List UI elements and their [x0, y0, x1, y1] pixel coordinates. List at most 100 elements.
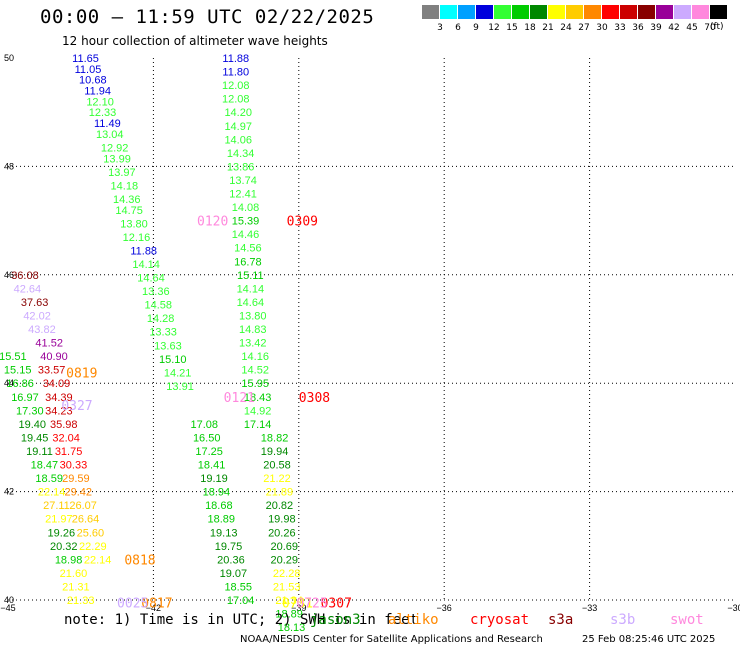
- generated-timestamp: 25 Feb 08:25:46 UTC 2025: [582, 634, 716, 645]
- legend-units: (ft): [710, 22, 724, 32]
- legend-label: 36: [632, 23, 644, 33]
- pass-time-label: 0818: [124, 553, 155, 568]
- legend-label: 45: [686, 23, 698, 33]
- wave-height-label: 13.91: [166, 381, 194, 393]
- wave-height-label: 41.52: [35, 338, 63, 350]
- wave-height-label: 33.57: [38, 365, 66, 377]
- legend-swatch: [584, 5, 601, 19]
- wave-height-label: 11.94: [84, 86, 111, 98]
- wave-height-label: 19.07: [220, 568, 248, 580]
- wave-height-label: 17.30: [16, 405, 44, 417]
- wave-height-label: 13.74: [229, 175, 257, 187]
- y-tick-label: 42: [4, 487, 14, 497]
- legend-label: 24: [560, 23, 572, 33]
- satellite-s3b: s3b: [610, 612, 636, 628]
- pass-time-label: 0725: [296, 597, 327, 612]
- legend-swatch: [530, 5, 547, 19]
- legend-label: 27: [578, 23, 590, 33]
- x-tick-label: −39: [291, 603, 306, 613]
- wave-height-label: 19.11: [26, 446, 53, 458]
- wave-height-label: 36.08: [11, 270, 39, 282]
- wave-height-label: 16.86: [6, 378, 34, 390]
- wave-height-label: 21.97: [45, 514, 73, 526]
- wave-height-label: 11.65: [72, 53, 99, 65]
- wave-height-label: 29.59: [62, 473, 90, 485]
- wave-height-label: 14.56: [234, 243, 262, 255]
- wave-height-label: 18.94: [203, 487, 231, 499]
- wave-height-label: 35.98: [50, 419, 78, 431]
- map-subtitle: 12 hour collection of altimeter wave hei…: [62, 34, 328, 48]
- y-tick-label: 50: [4, 53, 14, 63]
- y-tick-label: 44: [4, 378, 14, 388]
- wave-height-label: 42.64: [14, 283, 42, 295]
- wave-height-label: 14.18: [111, 180, 139, 192]
- legend-swatch: [656, 5, 673, 19]
- wave-height-label: 19.75: [215, 541, 243, 553]
- wave-height-label: 21.22: [263, 473, 291, 485]
- wave-height-label: 14.08: [232, 202, 260, 214]
- wave-height-label: 11.49: [94, 118, 121, 130]
- wave-height-label: 19.26: [48, 527, 76, 539]
- legend-swatch: [458, 5, 475, 19]
- pass-time-label: 0731: [282, 597, 313, 612]
- y-tick-label: 46: [4, 270, 14, 280]
- legend-label: 15: [506, 23, 518, 33]
- wave-height-label: 14.64: [137, 273, 165, 285]
- wave-height-label: 19.98: [268, 514, 296, 526]
- wave-height-label: 18.41: [198, 460, 226, 472]
- wave-height-label: 15.11: [237, 270, 264, 282]
- wave-height-label: 12.92: [101, 142, 129, 154]
- wave-height-label: 14.75: [115, 205, 143, 217]
- wave-height-label: 14.92: [244, 405, 272, 417]
- wave-height-label: 18.55: [224, 581, 252, 593]
- wave-height-label: 14.16: [241, 351, 269, 363]
- wave-height-label: 42.02: [23, 310, 51, 322]
- wave-height-label: 29.42: [65, 487, 93, 499]
- wave-height-label: 18.89: [207, 514, 235, 526]
- wave-height-label: 14.36: [113, 194, 141, 206]
- wave-height-label: 12.10: [86, 96, 114, 108]
- wave-height-label: 13.97: [108, 167, 136, 179]
- x-tick-label: −42: [146, 603, 161, 613]
- wave-height-label: 27.11: [43, 500, 70, 512]
- wave-height-label: 17.14: [244, 419, 272, 431]
- wave-height-label: 20.26: [268, 527, 296, 539]
- wave-height-label: 11.88: [222, 53, 249, 65]
- wave-height-label: 12.08: [222, 80, 250, 92]
- wave-height-label: 37.63: [21, 297, 49, 309]
- pass-time-label: 0120: [197, 215, 228, 230]
- pass-time-label: 0307: [321, 597, 352, 612]
- wave-height-label: 19.40: [18, 419, 46, 431]
- legend-label: 70: [704, 23, 716, 33]
- wave-height-label: 18.68: [205, 500, 233, 512]
- wave-height-label: 22.14: [38, 487, 66, 499]
- wave-height-label: 13.42: [239, 338, 267, 350]
- wave-height-label: 16.50: [193, 432, 221, 444]
- satellite-swot: swot: [670, 612, 704, 628]
- pass-time-label: 0308: [299, 391, 330, 406]
- wave-height-label: 18.82: [261, 432, 289, 444]
- legend-swatch: [602, 5, 619, 19]
- wave-height-label: 14.28: [147, 313, 175, 325]
- footer-note: note: 1) Time is in UTC; 2) SWH is in fe…: [64, 612, 419, 628]
- wave-height-label: 21.31: [62, 581, 90, 593]
- wave-height-label: 14.83: [239, 324, 267, 336]
- wave-height-label: 21.60: [60, 568, 88, 580]
- wave-height-label: 19.13: [210, 527, 238, 539]
- wave-height-label: 14.64: [237, 297, 265, 309]
- satellite-cryosat: cryosat: [470, 612, 530, 628]
- wave-height-label: 22.29: [79, 541, 107, 553]
- legend-label: 6: [455, 23, 461, 33]
- wave-height-label: 18.59: [35, 473, 63, 485]
- wave-height-label: 12.16: [123, 232, 151, 244]
- legend-label: 33: [614, 23, 626, 33]
- wave-height-label: 20.29: [270, 554, 298, 566]
- legend-swatch: [440, 5, 457, 19]
- legend-swatch: [710, 5, 727, 19]
- wave-height-label: 21.53: [273, 581, 301, 593]
- wave-height-label: 18.98: [55, 554, 83, 566]
- legend-swatch: [548, 5, 565, 19]
- y-tick-label: 40: [4, 595, 14, 605]
- y-tick-label: 48: [4, 161, 14, 171]
- legend-label: 21: [542, 23, 554, 33]
